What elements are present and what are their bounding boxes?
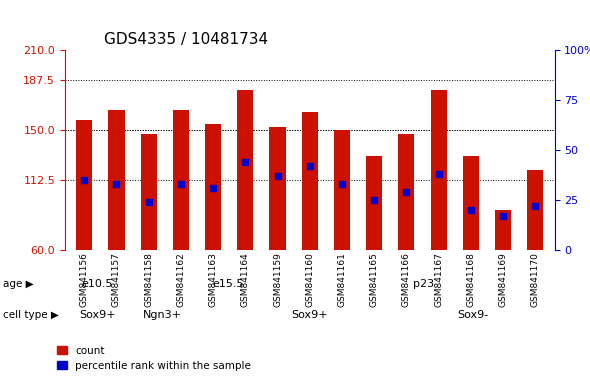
Text: e15.5: e15.5 — [212, 279, 244, 289]
Bar — [398, 134, 414, 250]
Bar — [76, 121, 92, 250]
Bar — [173, 110, 189, 250]
Bar — [109, 110, 124, 250]
Bar — [205, 124, 221, 250]
Bar — [366, 156, 382, 250]
Text: cell type ▶: cell type ▶ — [3, 310, 59, 320]
Text: Ngn3+: Ngn3+ — [143, 310, 182, 320]
Bar — [237, 90, 253, 250]
Text: Sox9-: Sox9- — [457, 310, 489, 320]
Legend: count, percentile rank within the sample: count, percentile rank within the sample — [53, 341, 255, 375]
Text: p23: p23 — [414, 279, 435, 289]
Bar — [301, 113, 318, 250]
Bar — [463, 156, 479, 250]
Text: Sox9+: Sox9+ — [79, 310, 116, 320]
Text: GDS4335 / 10481734: GDS4335 / 10481734 — [104, 32, 268, 47]
Bar — [527, 170, 543, 250]
Bar — [495, 210, 511, 250]
Bar — [431, 90, 447, 250]
Text: Sox9+: Sox9+ — [291, 310, 328, 320]
Bar — [334, 130, 350, 250]
Bar — [270, 127, 286, 250]
Bar — [140, 134, 157, 250]
Text: e10.5: e10.5 — [82, 279, 113, 289]
Text: age ▶: age ▶ — [3, 279, 34, 289]
